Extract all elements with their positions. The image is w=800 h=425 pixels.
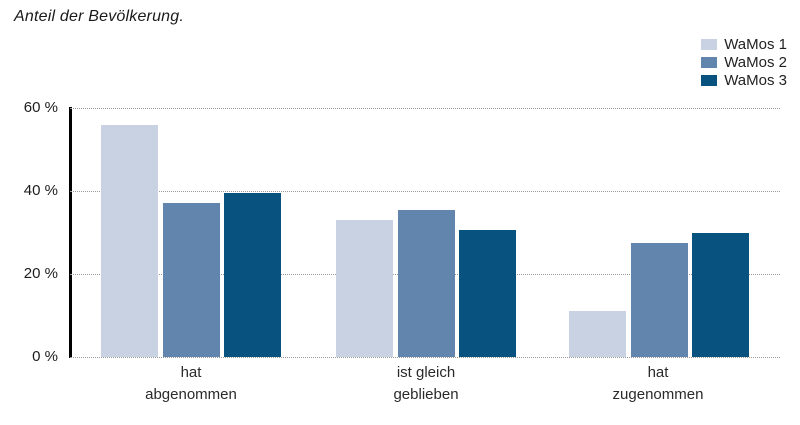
bar-wamos3-group1 — [224, 193, 281, 357]
gridline — [70, 191, 780, 192]
bar-wamos2-group2 — [397, 209, 455, 357]
bar-wamos2-group1 — [162, 203, 220, 357]
gridline — [70, 108, 780, 109]
legend-item: WaMos 1 — [701, 36, 787, 53]
legend-label: WaMos 2 — [724, 54, 787, 71]
legend-swatch-wamos3 — [701, 75, 718, 86]
chart-title: Anteil der Bevölkerung. — [14, 8, 185, 25]
y-tick-label: 40 % — [23, 181, 58, 199]
bar-wamos1-group1 — [101, 124, 158, 357]
gridline — [70, 357, 780, 358]
y-tick-label: 20 % — [23, 264, 58, 282]
bar-wamos3-group3 — [692, 232, 749, 357]
y-tick-label: 0 % — [32, 348, 58, 365]
legend-item: WaMos 2 — [701, 54, 787, 71]
legend-item: WaMos 3 — [701, 72, 787, 89]
legend-label: WaMos 1 — [724, 36, 787, 53]
legend-swatch-wamos2 — [701, 57, 718, 68]
legend-label: WaMos 3 — [724, 72, 787, 89]
y-tick-label: 60 % — [23, 98, 58, 116]
x-category-label: hat zugenommen — [612, 364, 704, 403]
legend-swatch-wamos1 — [701, 39, 718, 50]
bar-wamos1-group3 — [569, 311, 626, 357]
y-axis — [69, 107, 72, 358]
bar-wamos2-group3 — [630, 242, 688, 357]
legend: WaMos 1 WaMos 2 WaMos 3 — [701, 36, 787, 89]
x-category-label: ist gleich geblieben — [393, 364, 459, 403]
x-category-label: hat abgenommen — [145, 364, 237, 403]
bar-wamos1-group2 — [336, 220, 393, 357]
bar-wamos3-group2 — [459, 230, 516, 357]
